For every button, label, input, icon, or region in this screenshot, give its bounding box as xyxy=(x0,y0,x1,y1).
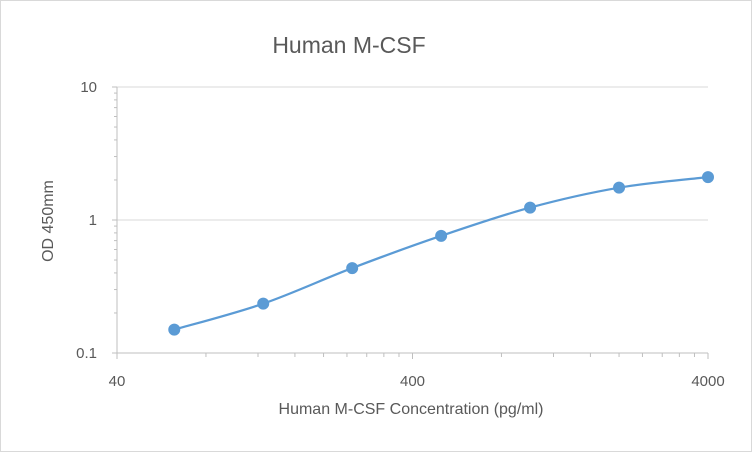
data-point xyxy=(613,181,626,194)
data-point xyxy=(702,171,714,184)
x-tick-label: 4000 xyxy=(691,373,724,390)
gridlines xyxy=(117,86,708,354)
chart-title: Human M-CSF xyxy=(272,32,425,58)
tick-labels: 10 1 0.1 40 400 4000 xyxy=(76,79,725,390)
y-tick-label: 0.1 xyxy=(76,345,97,362)
x-tick-label: 40 xyxy=(109,373,126,390)
data-point xyxy=(346,262,359,275)
y-axis-label: OD 450mm xyxy=(40,180,57,262)
data-point xyxy=(435,229,448,242)
x-tick-label: 400 xyxy=(400,373,425,390)
x-axis-label: Human M-CSF Concentration (pg/ml) xyxy=(279,401,544,418)
axes xyxy=(112,86,709,359)
series-group xyxy=(168,171,714,336)
series-line xyxy=(173,176,710,331)
y-tick-label: 1 xyxy=(89,212,97,229)
y-tick-label: 10 xyxy=(80,79,97,96)
data-point xyxy=(524,201,537,214)
data-point xyxy=(168,323,181,336)
data-point xyxy=(257,297,270,310)
